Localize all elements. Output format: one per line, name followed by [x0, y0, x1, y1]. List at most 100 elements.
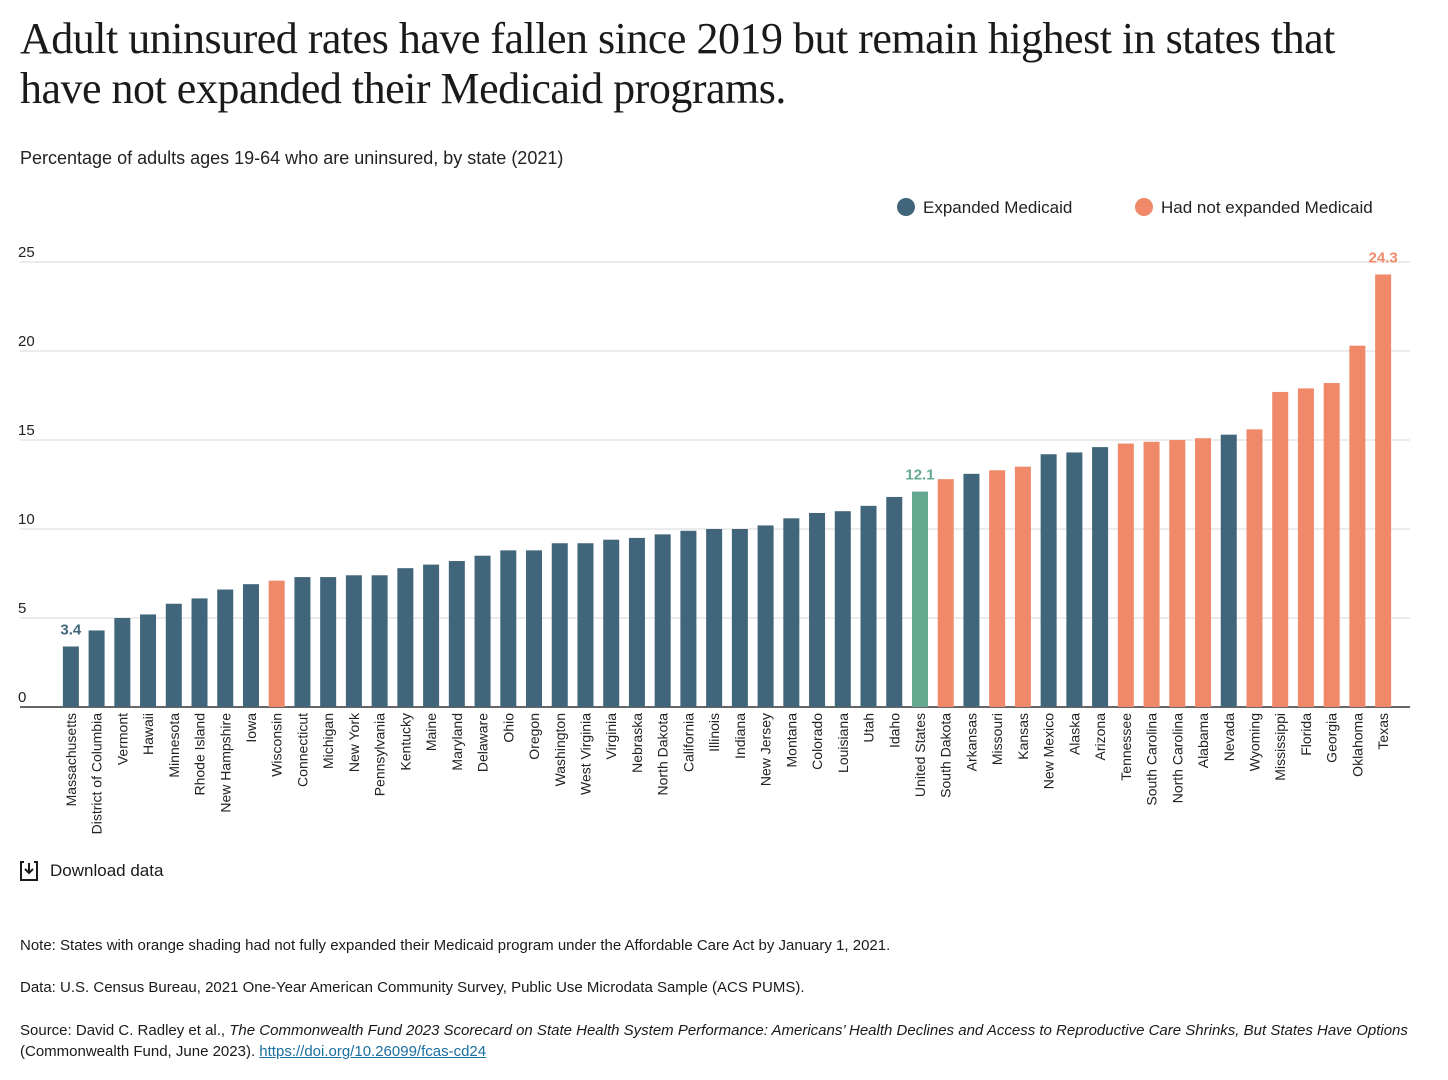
x-label-washington: Washington — [552, 713, 568, 786]
x-label-maryland: Maryland — [449, 713, 465, 771]
x-label-texas: Texas — [1375, 713, 1391, 750]
bar-alaska — [1066, 452, 1083, 707]
x-label-michigan: Michigan — [320, 713, 336, 769]
x-label-tennessee: Tennessee — [1118, 713, 1134, 781]
bar-new-jersey — [757, 525, 774, 707]
x-label-oregon: Oregon — [526, 713, 542, 760]
bar-louisiana — [834, 511, 851, 707]
download-data-button[interactable]: Download data — [18, 860, 163, 882]
x-label-california: California — [680, 713, 696, 772]
bar-michigan — [320, 577, 337, 707]
download-label: Download data — [50, 861, 164, 880]
bar-colorado — [809, 512, 826, 707]
x-label-virginia: Virginia — [603, 713, 619, 760]
x-label-south-dakota: South Dakota — [938, 713, 954, 798]
source-suffix: (Commonwealth Fund, June 2023). — [20, 1043, 260, 1060]
bar-washington — [551, 543, 568, 707]
bar-district-of-columbia — [88, 630, 105, 707]
bar-alabama — [1195, 438, 1212, 707]
x-label-north-dakota: North Dakota — [655, 713, 671, 796]
x-label-united-states: United States — [912, 713, 928, 797]
bar-pennsylvania — [371, 575, 388, 707]
bar-maryland — [448, 561, 465, 707]
x-label-montana: Montana — [783, 713, 799, 768]
y-tick-label-25: 25 — [18, 244, 35, 261]
bar-new-york — [345, 575, 362, 707]
chart-title: Adult uninsured rates have fallen since … — [20, 14, 1335, 113]
bar-west-virginia — [577, 543, 594, 707]
data-label-massachusetts: 3.4 — [60, 621, 82, 638]
x-label-arizona: Arizona — [1092, 713, 1108, 761]
bar-texas — [1375, 274, 1392, 707]
source-link[interactable]: https://doi.org/10.26099/fcas-cd24 — [259, 1043, 487, 1060]
y-tick-label-0: 0 — [18, 689, 26, 706]
bar-nevada — [1220, 434, 1237, 707]
bar-california — [680, 530, 697, 707]
bar-indiana — [731, 529, 748, 707]
legend-swatch-had-not-expanded-medicaid — [1135, 198, 1153, 216]
bar-south-dakota — [937, 479, 954, 707]
bar-oregon — [526, 550, 543, 707]
legend-label-expanded-medicaid: Expanded Medicaid — [923, 198, 1072, 217]
x-label-massachusetts: Massachusetts — [63, 713, 79, 806]
x-label-new-jersey: New Jersey — [758, 713, 774, 786]
bar-north-dakota — [654, 534, 671, 707]
bar-utah — [860, 505, 877, 707]
source-text: Source: David C. Radley et al., The Comm… — [20, 1020, 1410, 1062]
x-label-illinois: Illinois — [706, 713, 722, 752]
x-label-kentucky: Kentucky — [397, 713, 413, 771]
x-label-wyoming: Wyoming — [1246, 713, 1262, 771]
y-tick-label-10: 10 — [18, 511, 35, 528]
bar-kentucky — [397, 568, 414, 707]
y-axis-ticks: 0 5 10 15 20 25 — [18, 244, 35, 706]
bar-hawaii — [140, 614, 157, 707]
x-label-vermont: Vermont — [114, 713, 130, 765]
x-label-connecticut: Connecticut — [294, 713, 310, 787]
x-label-wisconsin: Wisconsin — [269, 713, 285, 777]
bar-delaware — [474, 555, 491, 707]
x-label-rhode-island: Rhode Island — [192, 713, 208, 796]
x-label-florida: Florida — [1298, 713, 1314, 756]
bar-new-mexico — [1040, 454, 1057, 707]
bar-nebraska — [628, 537, 645, 707]
x-label-maine: Maine — [423, 713, 439, 751]
legend-swatch-expanded-medicaid — [897, 198, 915, 216]
x-label-pennsylvania: Pennsylvania — [372, 713, 388, 796]
x-label-north-carolina: North Carolina — [1169, 713, 1185, 803]
x-label-west-virginia: West Virginia — [577, 713, 593, 795]
x-label-new-york: New York — [346, 712, 362, 772]
x-label-delaware: Delaware — [475, 713, 491, 772]
x-label-arkansas: Arkansas — [963, 713, 979, 771]
x-label-ohio: Ohio — [500, 713, 516, 743]
x-label-utah: Utah — [861, 713, 877, 743]
download-icon — [18, 860, 40, 882]
x-label-alaska: Alaska — [1066, 713, 1082, 755]
bar-missouri — [989, 470, 1006, 707]
x-label-iowa: Iowa — [243, 713, 259, 743]
x-label-mississippi: Mississippi — [1272, 713, 1288, 781]
legend: Expanded Medicaid Had not expanded Medica… — [897, 198, 1373, 217]
bar-vermont — [114, 618, 131, 707]
data-label-texas: 24.3 — [1369, 249, 1398, 266]
bar-oklahoma — [1349, 345, 1366, 707]
bar-wyoming — [1246, 429, 1263, 707]
x-axis-labels: Massachusetts District of Columbia Vermont… — [63, 712, 1391, 834]
y-tick-label-20: 20 — [18, 333, 35, 350]
x-label-alabama: Alabama — [1195, 713, 1211, 768]
bar-mississippi — [1272, 391, 1289, 707]
bar-idaho — [886, 496, 903, 707]
x-label-kansas: Kansas — [1015, 713, 1031, 760]
bar-new-hampshire — [217, 589, 234, 707]
x-label-hawaii: Hawaii — [140, 713, 156, 755]
x-label-georgia: Georgia — [1324, 713, 1340, 763]
y-tick-label-15: 15 — [18, 422, 35, 439]
bars — [62, 274, 1392, 707]
x-label-missouri: Missouri — [989, 713, 1005, 765]
x-label-new-hampshire: New Hampshire — [217, 713, 233, 813]
bar-arizona — [1092, 447, 1109, 707]
bar-georgia — [1323, 383, 1340, 707]
bar-montana — [783, 518, 800, 707]
data-source-text: Data: U.S. Census Bureau, 2021 One-Year … — [20, 979, 805, 996]
x-label-district-of-columbia: District of Columbia — [89, 713, 105, 835]
bar-rhode-island — [191, 598, 208, 707]
